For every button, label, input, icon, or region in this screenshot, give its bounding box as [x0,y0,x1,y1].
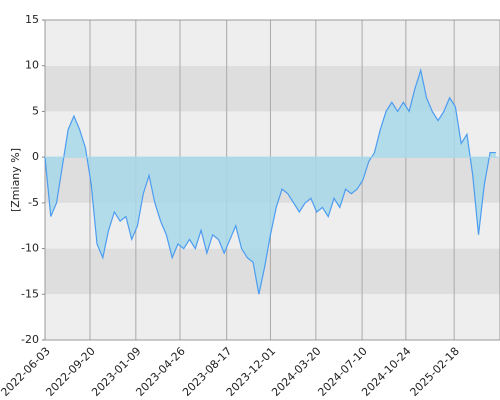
y-tick-label: 15 [25,13,39,26]
line [44,67,496,295]
y-axis-label: [Zmiany %] [9,148,22,212]
y-tick-label: 10 [25,59,39,72]
x-tick-label: 2025-02-18 [408,345,462,399]
plot-frame [44,19,500,341]
y-tick-label: -10 [21,242,39,255]
band [45,65,500,112]
y-tick-label: -5 [28,196,39,209]
y-tick-label: -20 [21,333,39,346]
band [45,294,500,340]
y-tick-label: 5 [32,104,39,117]
band [45,20,500,66]
area-fill [45,70,496,295]
y-tick-label: -15 [21,287,39,300]
y-tick-label: 0 [32,150,39,163]
band [45,248,500,295]
